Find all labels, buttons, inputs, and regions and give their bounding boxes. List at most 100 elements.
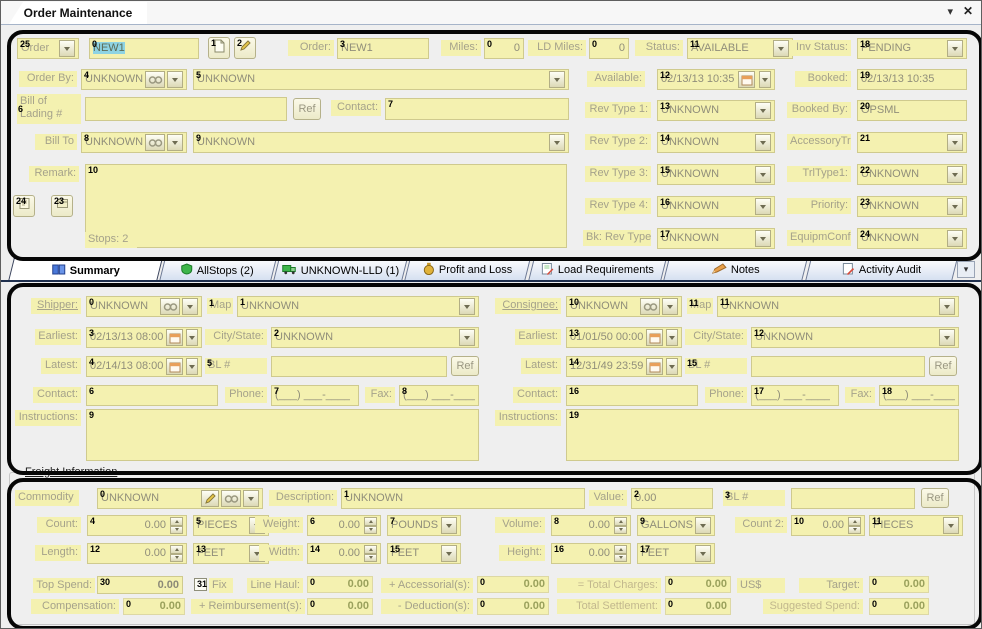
rev-type-1-select-dropdown-arrow-icon[interactable] [755,102,771,119]
pickup-latest-date-calendar-icon[interactable] [166,358,184,375]
remark-textarea[interactable]: 10 [85,164,567,248]
count2-unit-select-dropdown-arrow-icon[interactable] [943,517,959,534]
window-tab-order-maintenance[interactable]: Order Maintenance [9,2,147,24]
bill-to-name-select-dropdown-arrow-icon[interactable] [549,134,565,151]
pickup-ref-button[interactable]: Ref [451,356,479,376]
bill-to-code-select-binoculars-icon[interactable] [145,134,165,151]
value-input[interactable]: 0.00 2 [631,488,713,509]
new-document-button[interactable]: 1 [208,37,230,59]
inv-status-select[interactable]: PENDING 18 [857,38,967,59]
delivery-fax-input[interactable]: (___) ___-____ 18 [879,385,959,406]
tab-summary[interactable]: Summary [8,258,164,281]
tab-activity-audit[interactable]: Activity Audit [804,258,958,281]
pickup-fax-input[interactable]: (___) ___-____ 8 [399,385,479,406]
order-by-name-select-dropdown-arrow-icon[interactable] [549,71,565,88]
length-input[interactable]: 0.00 12 [87,543,187,564]
shipper-name-select[interactable]: UNKNOWN 1 [237,296,479,317]
window-dropdown-icon[interactable]: ▾ [947,6,953,18]
delivery-latest-date-dropdown-arrow-icon[interactable] [666,358,678,375]
tab-profit-and-loss[interactable]: Profit and Loss [404,258,532,281]
trl-type-1-select-dropdown-arrow-icon[interactable] [947,166,963,183]
pickup-earliest-date-dropdown-arrow-icon[interactable] [186,329,198,346]
bk-rev-type-select-dropdown-arrow-icon[interactable] [755,230,771,247]
commodity-select-dropdown-arrow-icon[interactable] [243,490,259,507]
tab-allstops-2[interactable]: AllStops (2) [159,258,277,281]
priority-select-dropdown-arrow-icon[interactable] [947,198,963,215]
booked-by-field[interactable]: OPSML 20 [857,100,967,121]
tab-unknown-lld-1[interactable]: UNKNOWN-LLD (1) [273,258,409,281]
volume-unit-select[interactable]: GALLONS 9 [637,515,715,536]
bill-to-name-select[interactable]: UNKNOWN 9 [193,132,569,153]
inv-status-select-dropdown-arrow-icon[interactable] [947,40,963,57]
pickup-earliest-date-calendar-icon[interactable] [166,329,184,346]
delivery-contact-input[interactable]: 16 [566,385,698,406]
order-number-input[interactable]: NEW1 0 [89,38,199,59]
bill-to-code-select-dropdown-arrow-icon[interactable] [167,134,183,151]
delivery-earliest-date[interactable]: 01/01/50 00:00 13 [566,327,682,348]
shipper-code-select-dropdown-arrow-icon[interactable] [182,298,198,315]
trl-type-1-select[interactable]: UNKNOWN 22 [857,164,967,185]
tab-load-requirements[interactable]: Load Requirements [527,258,668,281]
width-input[interactable]: 0.00 14 [307,543,381,564]
freight-ref-button[interactable]: Ref [921,488,949,508]
order-display-field[interactable]: NEW1 3 [337,38,429,59]
count2-input[interactable]: 0.00 10 [791,515,865,536]
available-date-field-dropdown-arrow-icon[interactable] [759,71,771,88]
delivery-earliest-date-calendar-icon[interactable] [646,329,664,346]
tab-overflow-icon[interactable]: ▾ [957,261,975,278]
weight-unit-select[interactable]: POUNDS 7 [387,515,461,536]
rev-type-2-select-dropdown-arrow-icon[interactable] [755,134,771,151]
contact-input[interactable]: 7 [385,98,569,120]
close-icon[interactable]: ✕ [962,4,973,18]
length-unit-select[interactable]: FEET 13 [193,543,269,564]
height-input[interactable]: 0.00 16 [551,543,631,564]
width-unit-select[interactable]: FEET 15 [387,543,461,564]
consignee-code-select-dropdown-arrow-icon[interactable] [662,298,678,315]
status-select-dropdown-arrow-icon[interactable] [773,40,789,57]
pickup-city-state-select-dropdown-arrow-icon[interactable] [459,329,475,346]
volume-input[interactable]: 0.00 8 [551,515,631,536]
tab-notes[interactable]: Notes [663,258,809,281]
delivery-instructions-textarea[interactable]: 19 [566,409,959,461]
delivery-ref-button[interactable]: Ref [929,356,957,376]
order-by-name-select[interactable]: UNKNOWN 5 [193,69,569,90]
count-input[interactable]: 0.00 4 [87,515,187,536]
bol-ref-button[interactable]: Ref [293,98,321,120]
delivery-earliest-date-dropdown-arrow-icon[interactable] [666,329,678,346]
rev-type-3-select-dropdown-arrow-icon[interactable] [755,166,771,183]
height-unit-select[interactable]: FEET 17 [637,543,715,564]
order-combo-dropdown-arrow-icon[interactable] [59,40,75,57]
count2-input-spinner-icon[interactable] [848,517,861,534]
order-by-code-select[interactable]: UNKNOWN 4 [81,69,187,90]
rev-type-1-select[interactable]: UNKNOWN 13 [657,100,775,121]
priority-select[interactable]: UNKNOWN 23 [857,196,967,217]
volume-unit-select-dropdown-arrow-icon[interactable] [695,517,711,534]
accessory-track-select[interactable]: 21 [857,132,967,153]
available-date-field-calendar-icon[interactable] [738,71,756,88]
consignee-name-select[interactable]: UNKNOWN 11 [717,296,959,317]
consignee-name-select-dropdown-arrow-icon[interactable] [939,298,955,315]
volume-input-spinner-icon[interactable] [614,517,627,534]
bk-rev-type-select[interactable]: UNKNOWN 17 [657,228,775,249]
count-input-spinner-icon[interactable] [170,517,183,534]
pickup-phone-input[interactable]: (___) ___-____ 7 [271,385,359,406]
height-input-spinner-icon[interactable] [614,545,627,562]
count2-unit-select[interactable]: PIECES 11 [869,515,963,536]
pickup-latest-date[interactable]: 02/14/13 08:00 4 [86,356,202,377]
shipper-code-select-binoculars-icon[interactable] [160,298,180,315]
weight-input[interactable]: 0.00 6 [307,515,381,536]
booked-date-field[interactable]: 02/13/13 10:35 19 [857,69,967,90]
delivery-latest-date-calendar-icon[interactable] [646,358,664,375]
pickup-contact-input[interactable]: 6 [86,385,218,406]
width-unit-select-dropdown-arrow-icon[interactable] [441,545,457,562]
edit-order-button[interactable]: 2 [234,37,256,59]
top-spend-input[interactable]: 0.00 30 [97,576,183,594]
freight-bl-input[interactable] [791,488,915,509]
order-by-code-select-binoculars-icon[interactable] [145,71,165,88]
delivery-city-state-select[interactable]: UNKNOWN 12 [751,327,959,348]
delivery-phone-input[interactable]: (___) ___-____ 17 [751,385,839,406]
copy-button[interactable]: 23 [51,195,73,217]
pickup-latest-date-dropdown-arrow-icon[interactable] [186,358,198,375]
